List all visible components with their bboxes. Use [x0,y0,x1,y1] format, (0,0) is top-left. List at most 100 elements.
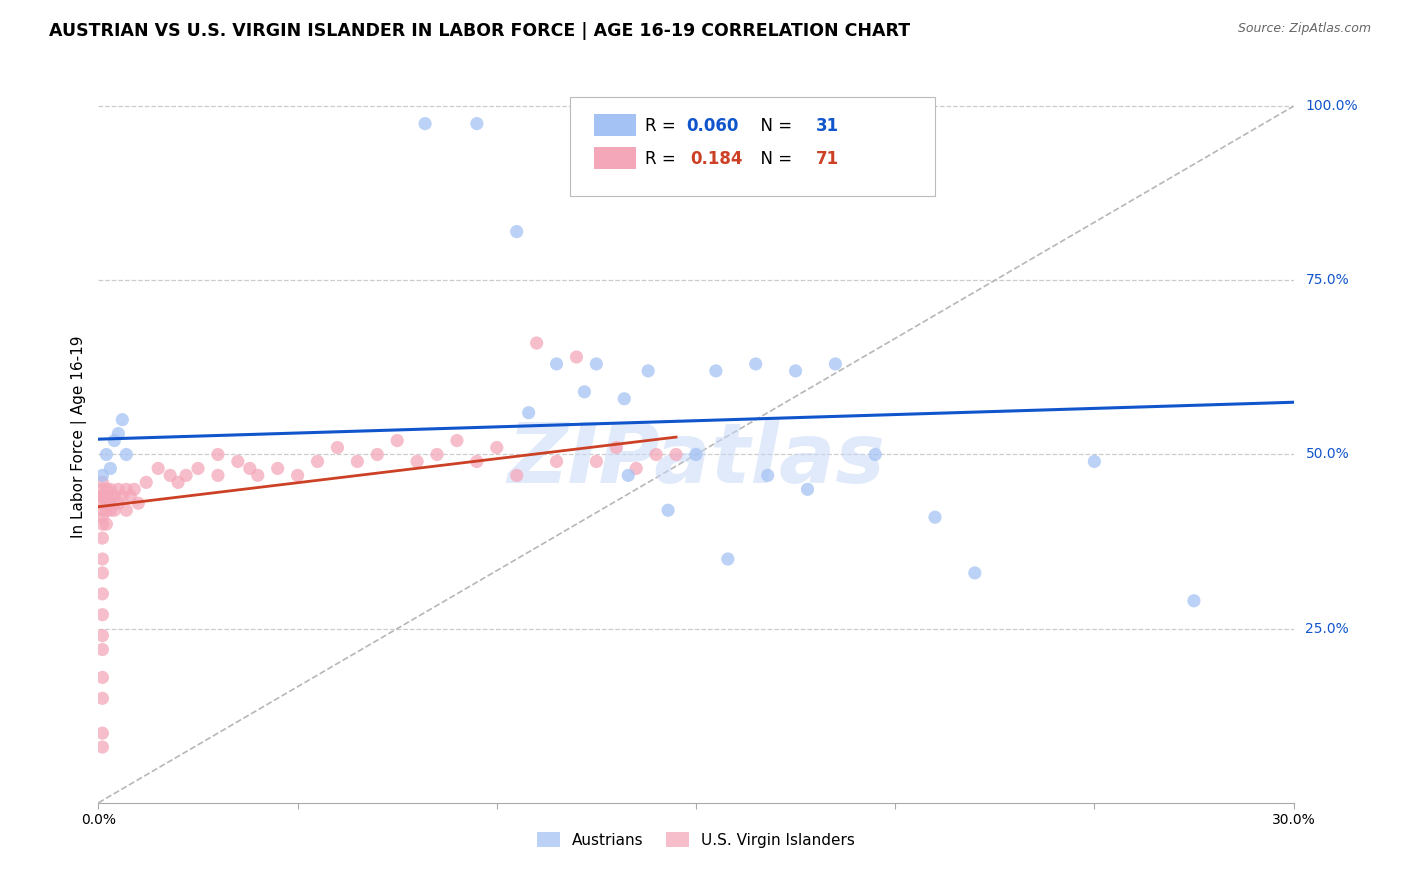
Point [585,454,607,468]
Point [637,364,659,378]
Point [96,496,118,510]
Point [963,566,986,580]
Text: R =: R = [644,117,681,136]
Point [103,434,125,448]
Point [96,517,118,532]
Point [91,496,114,510]
Point [704,364,727,378]
Point [1182,594,1205,608]
Point [346,454,368,468]
Point [91,510,114,524]
Point [91,517,114,532]
Point [287,468,309,483]
Point [135,475,157,490]
Text: N =: N = [749,117,797,136]
Point [91,670,114,684]
FancyBboxPatch shape [595,146,636,169]
Point [91,531,114,545]
Point [111,489,134,503]
FancyBboxPatch shape [571,97,935,195]
Point [91,587,114,601]
Point [91,629,114,643]
Point [107,496,129,510]
Point [103,503,125,517]
Point [613,392,636,406]
FancyBboxPatch shape [595,114,636,136]
Point [465,454,488,468]
Point [96,489,118,503]
Point [426,448,449,462]
Point [717,552,740,566]
Point [98,489,122,503]
Point [91,489,114,503]
Point [96,483,118,497]
Text: N =: N = [749,150,797,168]
Point [207,448,229,462]
Point [617,468,640,483]
Point [745,357,768,371]
Text: 31: 31 [815,117,838,136]
Point [267,461,290,475]
Point [124,483,146,497]
Point [517,406,540,420]
Point [91,691,114,706]
Point [574,384,596,399]
Point [605,441,627,455]
Point [485,441,508,455]
Point [626,461,648,475]
Text: 25.0%: 25.0% [1306,622,1350,636]
Point [107,426,129,441]
Point [465,117,488,131]
Point [585,357,607,371]
Text: Source: ZipAtlas.com: Source: ZipAtlas.com [1237,22,1371,36]
Point [685,448,707,462]
Point [115,448,138,462]
Point [174,468,197,483]
Point [865,448,887,462]
Point [98,461,122,475]
Point [526,336,548,351]
Y-axis label: In Labor Force | Age 16-19: In Labor Force | Age 16-19 [72,335,87,539]
Point [506,225,529,239]
Text: 0.184: 0.184 [690,150,742,168]
Point [111,412,134,426]
Point [120,489,142,503]
Point [91,566,114,580]
Point [246,468,269,483]
Point [98,496,122,510]
Point [307,454,329,468]
Point [756,468,779,483]
Point [326,441,349,455]
Text: 71: 71 [815,150,838,168]
Point [385,434,409,448]
Point [148,461,170,475]
Text: 0.060: 0.060 [686,117,738,136]
Point [91,483,114,497]
Point [103,489,125,503]
Point [565,350,588,364]
Point [167,475,190,490]
Text: 100.0%: 100.0% [1306,99,1358,113]
Point [91,503,114,517]
Legend: Austrians, U.S. Virgin Islanders: Austrians, U.S. Virgin Islanders [530,825,862,854]
Point [446,434,468,448]
Point [91,468,114,483]
Text: 75.0%: 75.0% [1306,273,1350,287]
Text: ZIPatlas: ZIPatlas [508,418,884,500]
Point [546,357,568,371]
Text: R =: R = [644,150,686,168]
Point [413,117,436,131]
Point [785,364,807,378]
Point [796,483,818,497]
Point [107,483,129,497]
Point [91,726,114,740]
Point [239,461,262,475]
Point [824,357,846,371]
Point [159,468,181,483]
Text: 50.0%: 50.0% [1306,448,1350,461]
Point [98,483,122,497]
Point [665,448,688,462]
Point [91,552,114,566]
Point [127,496,149,510]
Point [1083,454,1105,468]
